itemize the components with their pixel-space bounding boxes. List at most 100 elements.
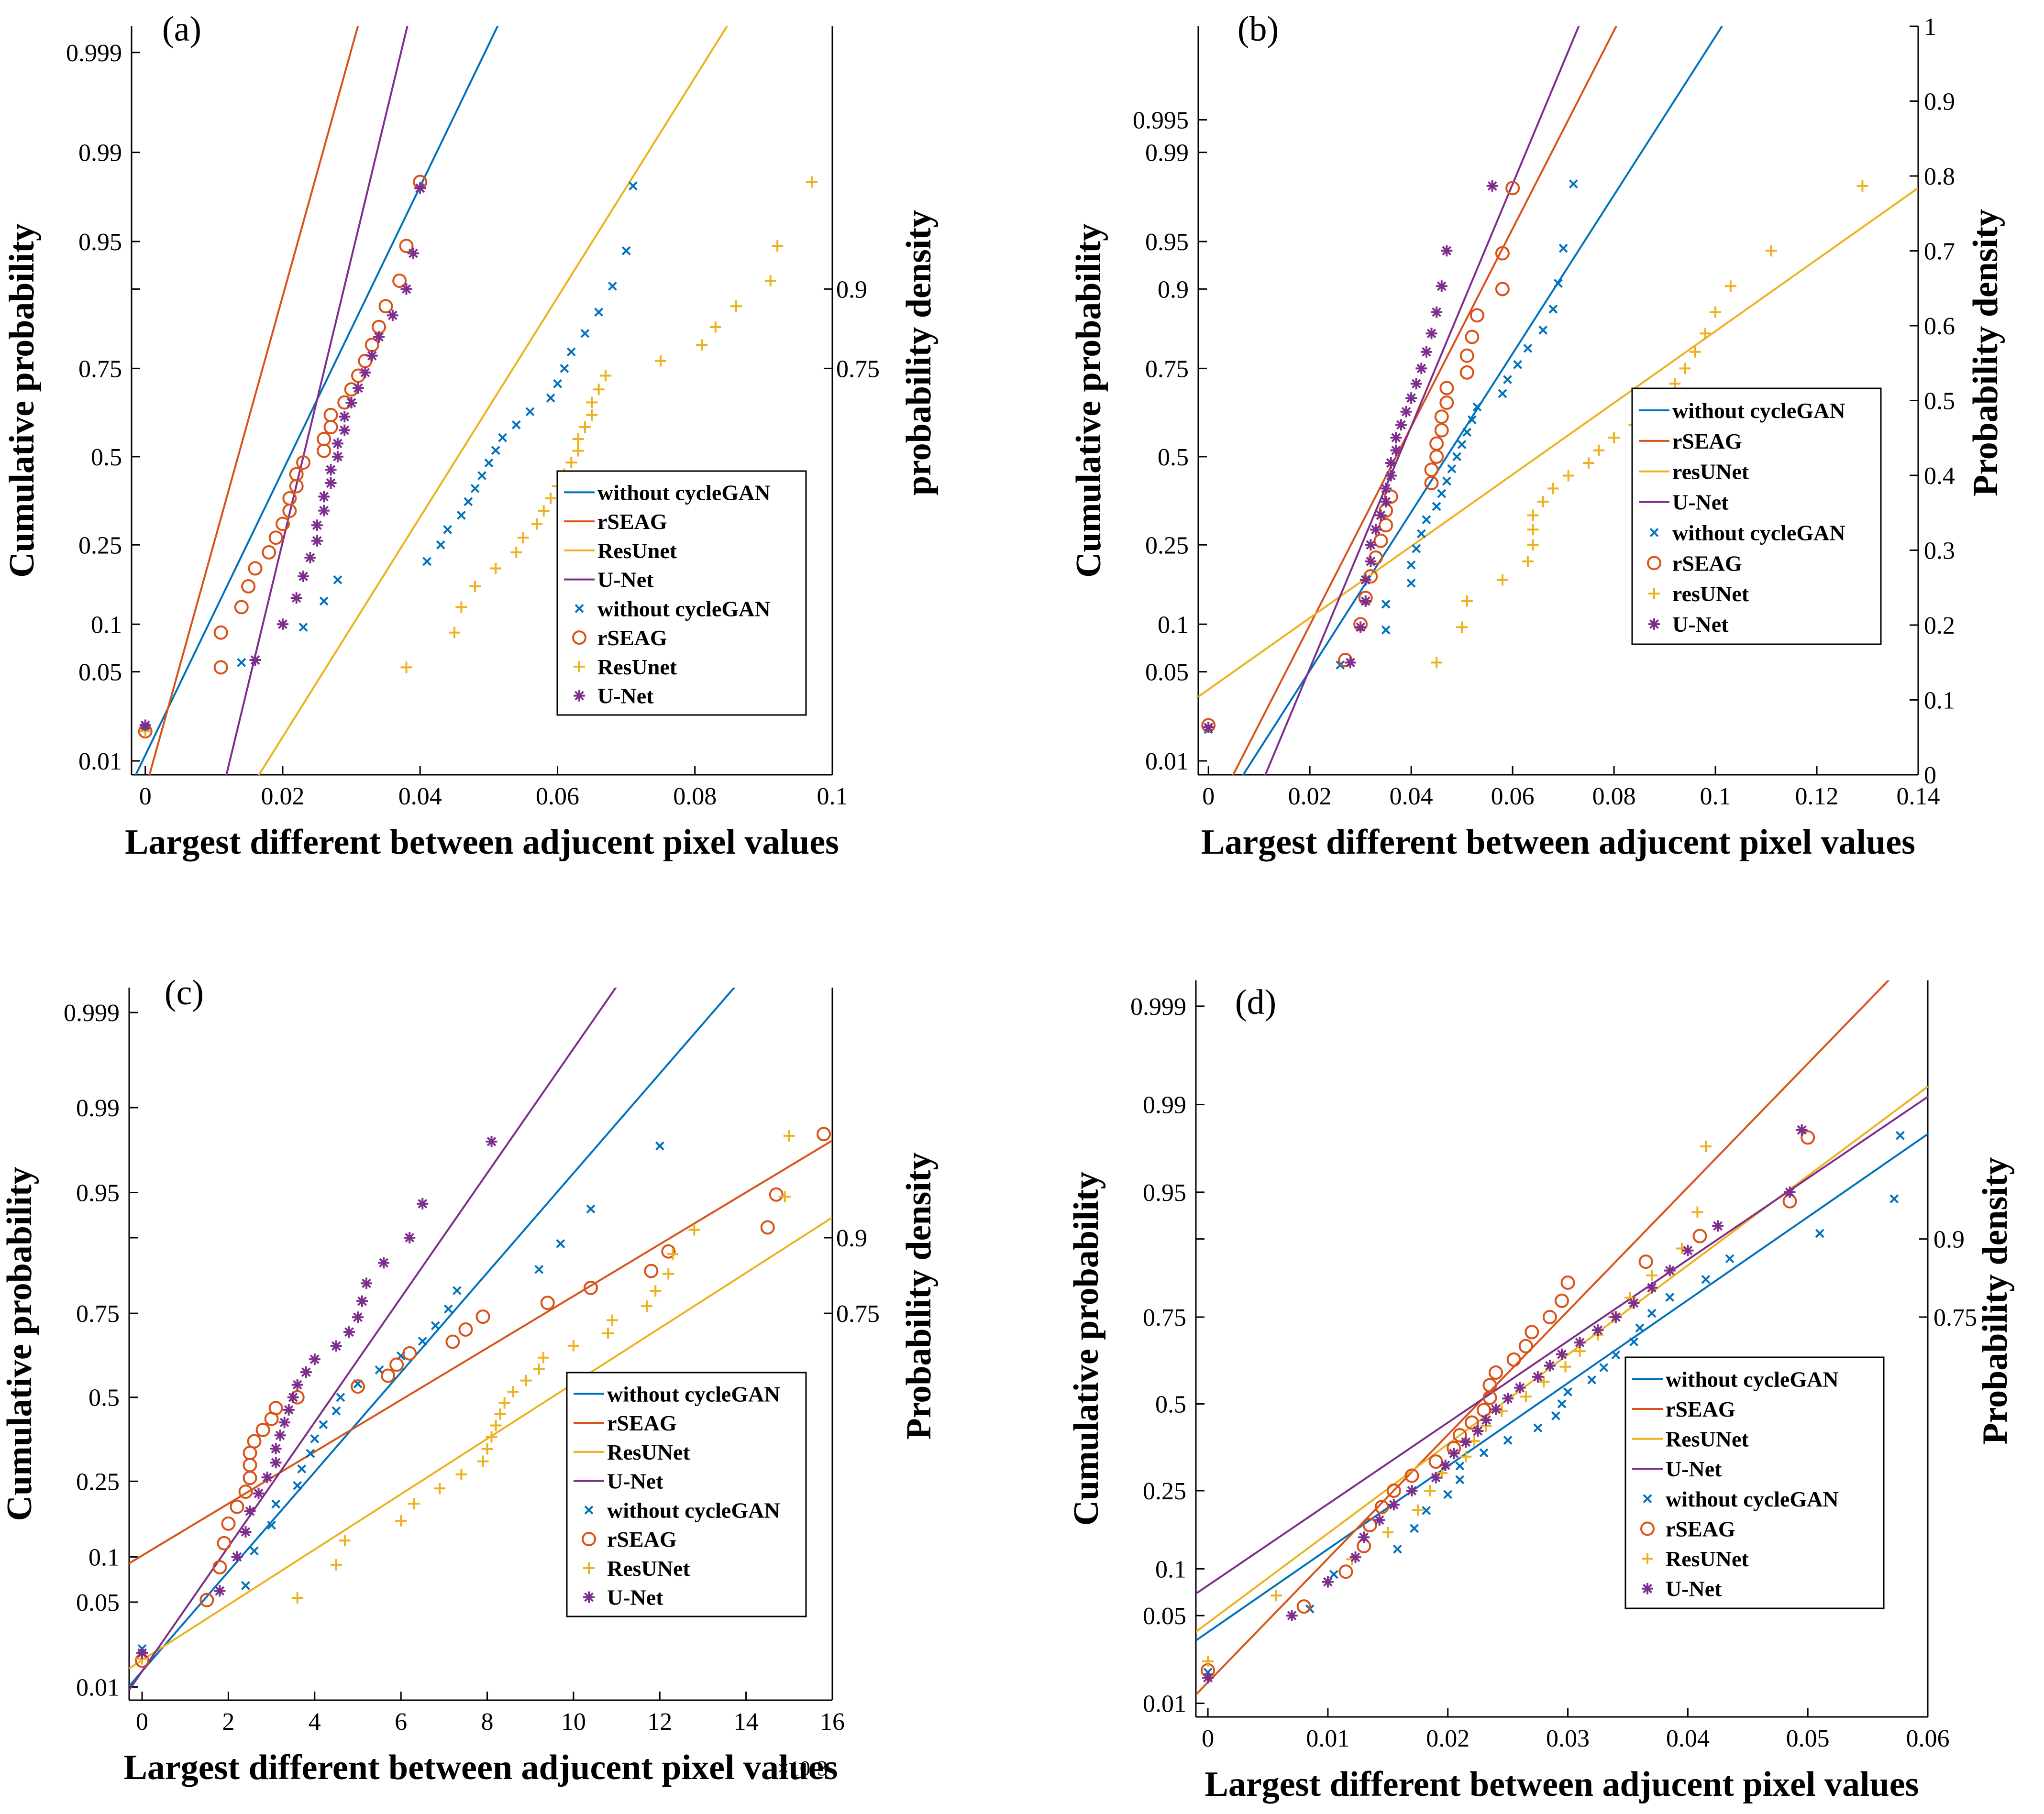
data-point bbox=[399, 239, 414, 253]
data-point-stroke bbox=[418, 1336, 427, 1346]
data-point-stroke bbox=[511, 420, 521, 429]
data-point-stroke bbox=[486, 1137, 497, 1146]
data-point-stroke bbox=[1487, 181, 1497, 191]
x-tick-label: 0.01 bbox=[1306, 1725, 1349, 1752]
data-point-stroke bbox=[431, 1321, 440, 1330]
data-point-stroke bbox=[546, 393, 555, 403]
data-point-stroke bbox=[278, 619, 287, 629]
data-point-stroke bbox=[1350, 1552, 1360, 1562]
panel-letter: (a) bbox=[162, 10, 201, 49]
data-point bbox=[300, 1366, 312, 1378]
data-point bbox=[1358, 1531, 1370, 1543]
data-point bbox=[1629, 1337, 1638, 1347]
data-point bbox=[538, 505, 550, 517]
y-tick-label: 0.25 bbox=[76, 1468, 120, 1495]
data-point-stroke bbox=[456, 511, 466, 520]
data-point bbox=[583, 1562, 595, 1574]
data-point bbox=[477, 1455, 489, 1467]
data-point bbox=[1490, 1403, 1502, 1415]
data-point-stroke bbox=[655, 1141, 664, 1151]
data-point bbox=[1682, 1244, 1694, 1256]
data-point bbox=[1642, 1583, 1653, 1594]
data-point-stroke bbox=[566, 347, 576, 357]
legend-label: without cycleGAN bbox=[597, 596, 771, 621]
data-point bbox=[574, 690, 585, 702]
data-point bbox=[1456, 621, 1468, 633]
data-point bbox=[262, 545, 276, 560]
data-point-stroke bbox=[1557, 1349, 1567, 1359]
data-point bbox=[1532, 1371, 1544, 1383]
data-point bbox=[310, 1434, 320, 1443]
y-tick-label: 0.995 bbox=[1133, 107, 1189, 134]
data-point-stroke bbox=[1503, 375, 1512, 385]
data-point-stroke bbox=[1455, 1461, 1465, 1471]
data-point bbox=[297, 1464, 307, 1473]
data-point bbox=[556, 1239, 565, 1248]
data-point bbox=[1390, 432, 1402, 444]
data-point-stroke bbox=[357, 1296, 367, 1306]
data-point bbox=[1700, 1141, 1712, 1153]
data-point bbox=[1538, 1376, 1550, 1388]
right-tick-label: 0.7 bbox=[1924, 238, 1955, 265]
legend: without cycleGAN rSEAG ResUNet U-Net without… bbox=[566, 1372, 807, 1617]
data-point-stroke bbox=[580, 329, 590, 338]
data-point bbox=[330, 1559, 342, 1571]
data-point bbox=[1416, 529, 1426, 539]
y-tick-label: 0.01 bbox=[78, 748, 122, 775]
data-point-stroke bbox=[621, 246, 631, 255]
data-point bbox=[574, 660, 585, 672]
right-tick-label: 0.2 bbox=[1924, 612, 1955, 639]
data-point bbox=[1643, 1494, 1652, 1504]
data-point bbox=[491, 446, 500, 455]
data-point bbox=[565, 457, 577, 469]
data-point bbox=[475, 1309, 490, 1324]
data-point bbox=[339, 424, 351, 436]
data-point-stroke bbox=[319, 1420, 328, 1429]
data-point bbox=[1506, 1352, 1521, 1367]
data-point-stroke bbox=[1647, 1283, 1657, 1293]
data-point-stroke bbox=[1449, 1449, 1459, 1459]
data-point-stroke bbox=[1533, 1372, 1543, 1382]
data-point bbox=[352, 382, 364, 394]
panel-letter: (c) bbox=[165, 973, 204, 1012]
data-point bbox=[289, 467, 304, 482]
data-point bbox=[579, 421, 591, 433]
data-point-stroke bbox=[1498, 389, 1507, 398]
data-point bbox=[247, 1434, 262, 1449]
data-point bbox=[490, 1419, 502, 1431]
data-point bbox=[477, 471, 486, 480]
data-point bbox=[1365, 539, 1377, 551]
data-point-stroke bbox=[436, 540, 445, 550]
data-point bbox=[1385, 470, 1397, 482]
y-tick-label: 0.5 bbox=[1155, 1391, 1186, 1418]
data-point bbox=[217, 1536, 232, 1550]
legend-label: without cycleGAN bbox=[1666, 1487, 1839, 1511]
data-point bbox=[507, 1386, 519, 1398]
series-u-net bbox=[139, 182, 426, 731]
y-tick-label: 0.1 bbox=[91, 611, 122, 638]
x-axis-label: Largest different between adjucent pixel… bbox=[125, 823, 839, 862]
y-tick-label: 0.99 bbox=[76, 1095, 120, 1122]
data-point-stroke bbox=[1386, 458, 1396, 468]
data-point bbox=[283, 1404, 295, 1416]
data-point bbox=[1533, 1423, 1543, 1433]
data-point-stroke bbox=[232, 1552, 242, 1562]
legend-label: U-Net bbox=[1666, 1457, 1722, 1481]
data-point bbox=[1329, 1570, 1338, 1579]
data-point bbox=[323, 407, 338, 422]
data-point bbox=[431, 1321, 440, 1330]
legend-label: U-Net bbox=[1672, 490, 1729, 515]
legend-label: ResUNet bbox=[1666, 1547, 1749, 1571]
data-point-stroke bbox=[1467, 415, 1477, 425]
data-point bbox=[378, 299, 393, 314]
data-point bbox=[760, 1220, 775, 1235]
data-point bbox=[1555, 1293, 1569, 1308]
data-point-stroke bbox=[332, 451, 343, 462]
x-tick-label: 0.02 bbox=[1426, 1725, 1469, 1752]
data-point bbox=[1381, 625, 1391, 635]
x-tick-label: 6 bbox=[395, 1708, 407, 1736]
data-point-stroke bbox=[374, 332, 384, 342]
data-point-stroke bbox=[292, 1380, 302, 1390]
data-point bbox=[1202, 1655, 1214, 1667]
data-point bbox=[452, 1286, 462, 1295]
